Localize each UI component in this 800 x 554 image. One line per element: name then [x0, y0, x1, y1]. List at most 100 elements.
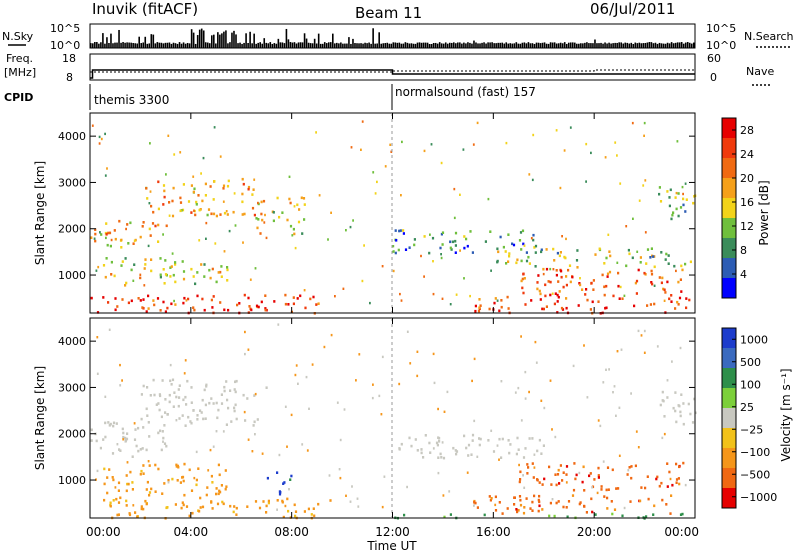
heatmap-cell	[548, 465, 551, 469]
heatmap-cell	[678, 465, 681, 469]
heatmap-cell	[443, 410, 446, 413]
heatmap-cell	[597, 300, 600, 303]
heatmap-cell	[288, 197, 291, 201]
heatmap-cell	[139, 448, 142, 451]
nsky-bar	[660, 43, 663, 48]
colorbar-swatch	[722, 158, 736, 179]
heatmap-cell	[500, 380, 503, 383]
nsky-bar	[227, 43, 229, 48]
nsky-bar	[551, 42, 554, 48]
heatmap-cell	[437, 456, 440, 459]
nsky-bar	[588, 43, 590, 48]
heatmap-cell	[113, 229, 116, 232]
heatmap-cell	[162, 436, 165, 440]
colorbar-tick-label: −25	[740, 423, 763, 436]
heatmap-cell	[520, 335, 522, 338]
heatmap-cell	[671, 360, 673, 363]
heatmap-cell	[108, 328, 111, 331]
nsky-bar	[567, 42, 570, 48]
heatmap-cell	[198, 239, 201, 242]
nsky-bar	[178, 42, 181, 48]
heatmap-cell	[627, 469, 630, 472]
heatmap-cell	[148, 464, 151, 467]
heatmap-cell	[640, 334, 643, 337]
nsky-bar	[545, 43, 548, 48]
colorbar-tick-label: 28	[740, 124, 754, 137]
heatmap-cell	[693, 397, 696, 401]
x-tick-label: 20:00	[577, 525, 612, 539]
nsky-bar	[275, 43, 278, 48]
heatmap-cell	[177, 404, 180, 408]
heatmap-cell	[233, 192, 236, 195]
nsky-bar	[592, 43, 594, 48]
heatmap-cell	[627, 248, 630, 252]
heatmap-cell	[523, 486, 526, 489]
heatmap-cell	[605, 488, 608, 492]
heatmap-cell	[533, 494, 536, 498]
nsky-bar	[323, 42, 326, 48]
heatmap-cell	[199, 208, 202, 211]
heatmap-cell	[263, 221, 266, 224]
heatmap-cell	[680, 290, 683, 293]
heatmap-cell	[517, 386, 520, 390]
y-tick-label: 1000	[58, 474, 86, 487]
heatmap-cell	[185, 505, 189, 508]
heatmap-cell	[114, 486, 117, 489]
heatmap-cell	[637, 268, 640, 272]
heatmap-cell	[518, 239, 522, 242]
nsky-bar	[618, 42, 620, 48]
heatmap-cell	[661, 498, 664, 502]
heatmap-cell	[635, 430, 638, 433]
heatmap-cell	[142, 384, 145, 388]
heatmap-cell	[551, 428, 553, 431]
heatmap-cell	[305, 375, 308, 379]
heatmap-cell	[174, 303, 177, 306]
heatmap-cell	[647, 497, 650, 501]
heatmap-cell	[536, 281, 539, 284]
nsky-bar	[606, 43, 608, 48]
heatmap-cell	[583, 489, 586, 492]
heatmap-cell	[189, 420, 192, 423]
heatmap-cell	[164, 273, 168, 276]
heatmap-cell	[323, 345, 326, 349]
heatmap-cell	[490, 269, 492, 272]
heatmap-cell	[478, 437, 481, 440]
heatmap-cell	[380, 413, 383, 416]
x-tick-label: 16:00	[476, 525, 511, 539]
heatmap-cell	[195, 200, 198, 204]
heatmap-cell	[247, 187, 250, 191]
nsky-bar	[398, 42, 401, 48]
colorbar-swatch	[722, 278, 736, 299]
heatmap-cell	[675, 191, 678, 195]
nsky-bar	[535, 42, 538, 48]
heatmap-cell	[144, 258, 147, 261]
colorbar-swatch	[722, 328, 736, 349]
heatmap-cell	[557, 468, 560, 472]
heatmap-cell	[597, 466, 600, 470]
heatmap-cell	[534, 265, 537, 268]
heatmap-cell	[199, 409, 202, 412]
heatmap-cell	[115, 497, 118, 501]
heatmap-cell	[454, 251, 457, 254]
heatmap-cell	[545, 267, 549, 271]
heatmap-cell	[473, 357, 476, 361]
heatmap-cell	[682, 192, 684, 196]
heatmap-cell	[663, 432, 666, 436]
heatmap-cell	[561, 479, 564, 482]
heatmap-cell	[556, 251, 559, 255]
x-tick-label: 00:00	[664, 525, 699, 539]
heatmap-cell	[255, 217, 258, 220]
colorbar-swatch	[722, 388, 736, 409]
nsky-bar	[243, 42, 245, 48]
heatmap-cell	[139, 299, 142, 302]
heatmap-cell	[552, 247, 555, 251]
nsky-bar	[196, 35, 199, 48]
heatmap-cell	[650, 269, 653, 273]
heatmap-cell	[565, 237, 567, 241]
heatmap-cell	[378, 394, 381, 398]
heatmap-cell	[235, 513, 238, 516]
nsky-bar	[652, 43, 655, 48]
heatmap-cell	[668, 470, 671, 474]
heatmap-cell	[215, 401, 218, 405]
